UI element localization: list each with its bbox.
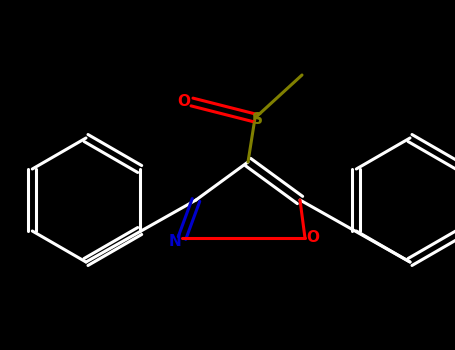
Text: O: O <box>177 94 191 110</box>
Text: O: O <box>307 231 319 245</box>
Text: N: N <box>169 233 182 248</box>
Text: S: S <box>252 112 263 127</box>
